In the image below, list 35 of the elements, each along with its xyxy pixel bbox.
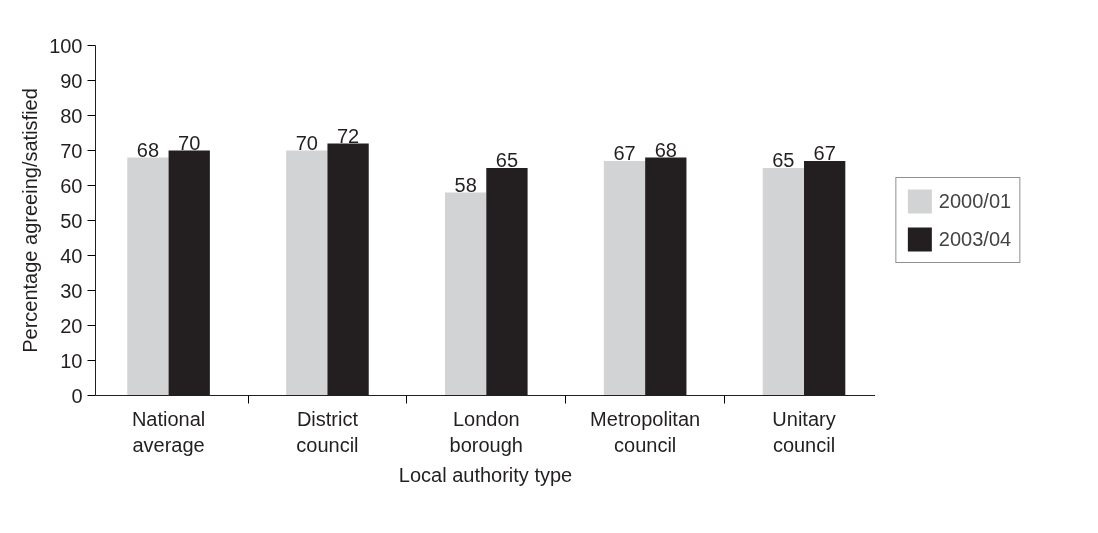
data-label: 65 [772, 149, 795, 171]
x-tick-label: District council [296, 407, 359, 456]
data-label: 67 [613, 142, 636, 164]
data-label: 68 [136, 138, 160, 161]
y-tick-label: 50 [60, 209, 83, 232]
data-label: 58 [454, 173, 477, 196]
legend-label: 2003/04 [938, 227, 1012, 251]
x-tick-label: Metropolitan council [590, 407, 701, 456]
y-tick-label: 30 [60, 279, 83, 302]
x-axis-title: Local authority type [398, 463, 573, 486]
data-label: 72 [336, 124, 360, 147]
x-tick-label: London borough [449, 407, 523, 456]
x-tick-label: Unitary council [772, 407, 836, 456]
data-label: 65 [495, 149, 519, 171]
x-tick-label: National average [131, 407, 206, 456]
bar [603, 161, 646, 396]
data-label: 70 [295, 131, 318, 154]
bar [127, 157, 169, 396]
y-tick-label: 40 [60, 244, 83, 267]
y-tick-label: 90 [60, 69, 83, 92]
y-tick-label: 0 [71, 384, 83, 407]
y-tick-label: 20 [60, 314, 83, 337]
y-tick-label: 80 [60, 104, 83, 127]
y-tick-label: 10 [60, 349, 83, 372]
y-axis-title: Percentage agreeing/satisfied [19, 88, 42, 353]
data-label: 70 [178, 131, 201, 154]
bar [286, 150, 328, 396]
data-label: 67 [813, 142, 836, 164]
data-label: 68 [654, 138, 677, 161]
bar [762, 168, 805, 396]
legend-label: 2000/01 [938, 189, 1012, 213]
y-tick-label: 60 [60, 174, 83, 197]
y-tick-label: 70 [60, 139, 83, 162]
bar [444, 192, 487, 396]
y-tick-label: 100 [49, 34, 83, 57]
